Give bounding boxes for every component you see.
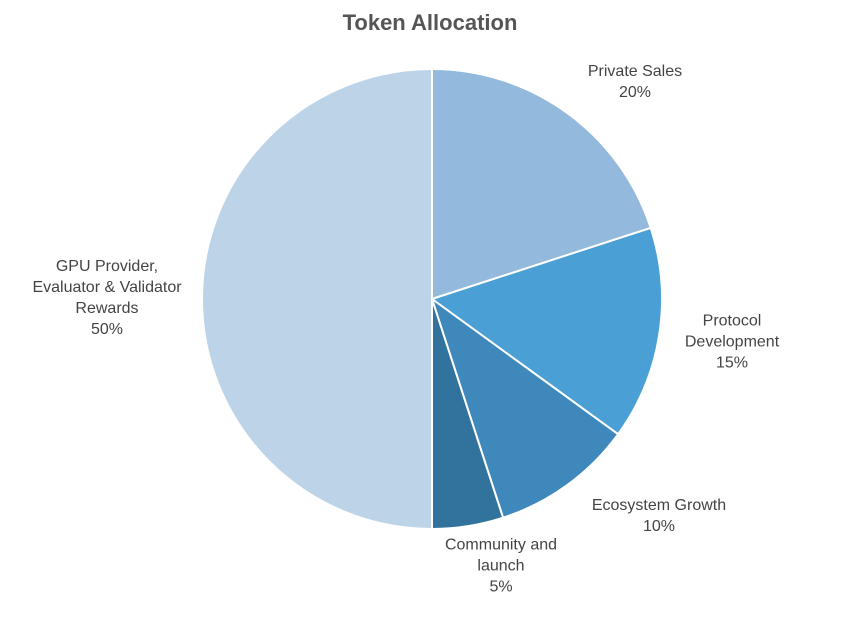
- value-label: 20%: [618, 84, 652, 101]
- value-label: 50%: [90, 321, 124, 338]
- value-label: 15%: [715, 354, 749, 372]
- chart-title: Token Allocation: [342, 10, 518, 35]
- slice-label: Private Sales 20%: [555, 61, 715, 103]
- category-label: Private Sales: [587, 63, 683, 80]
- slice-label: GPU Provider, Evaluator & Validator Rewa…: [30, 256, 185, 340]
- slice-label: Protocol Development 15%: [672, 311, 792, 374]
- value-label: 10%: [642, 518, 676, 535]
- slice-label: Ecosystem Growth 10%: [564, 495, 754, 537]
- category-label: Protocol Development: [684, 312, 780, 351]
- pie-slice: [201, 67, 433, 531]
- value-label: 5%: [489, 578, 513, 596]
- category-label: GPU Provider, Evaluator & Validator Rewa…: [32, 258, 182, 317]
- category-label: Ecosystem Growth: [591, 497, 727, 514]
- pie-slice: [430, 296, 620, 520]
- category-label: Community and launch: [444, 536, 558, 575]
- slice-label: Community and launch 5%: [431, 535, 571, 598]
- pie-slice: [429, 226, 663, 436]
- pie-slice: [431, 67, 653, 301]
